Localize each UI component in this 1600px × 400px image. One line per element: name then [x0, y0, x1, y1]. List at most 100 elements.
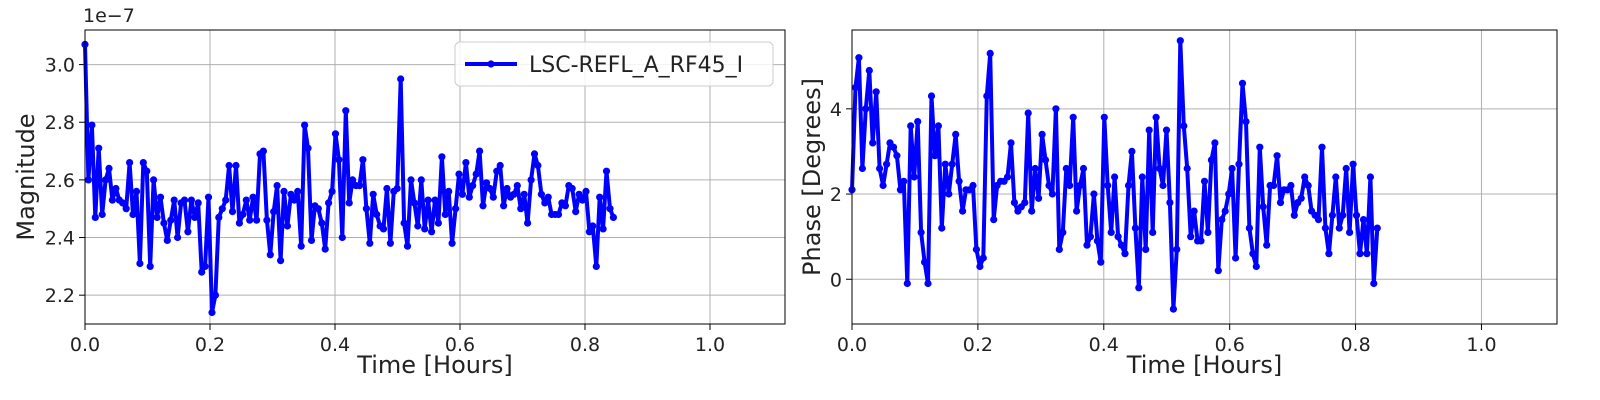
data-point	[198, 268, 206, 276]
data-point	[582, 187, 590, 195]
data-point	[458, 190, 466, 198]
data-point	[931, 152, 939, 160]
data-point	[1149, 228, 1157, 236]
data-point	[1117, 241, 1126, 249]
data-point	[102, 176, 110, 184]
data-point	[1349, 160, 1357, 168]
data-point	[1238, 79, 1247, 87]
data-point	[84, 176, 92, 184]
x-tick-label: 0.6	[1215, 334, 1245, 356]
data-point	[373, 210, 381, 219]
data-point	[541, 199, 549, 207]
data-point	[403, 242, 412, 250]
magnitude-plot: 0.0 0.2 0.4 0.6 0.8 1.0 2.2 2.4 2.6 2.8 3.0 Time [H…	[12, 5, 786, 379]
data-point	[1235, 160, 1243, 168]
data-point	[572, 208, 580, 216]
data-point	[1111, 173, 1119, 181]
data-point	[934, 122, 943, 130]
data-point	[1314, 216, 1323, 224]
data-point	[129, 210, 137, 219]
data-point	[208, 308, 216, 317]
data-point	[126, 159, 134, 167]
data-point	[318, 219, 326, 227]
data-point	[1228, 164, 1236, 173]
data-point	[1339, 211, 1347, 219]
data-point	[955, 177, 963, 185]
data-point	[1031, 164, 1039, 173]
data-point	[493, 167, 501, 175]
data-point	[855, 54, 863, 62]
data-point	[1048, 190, 1056, 198]
data-point	[170, 196, 178, 204]
data-point	[1180, 122, 1188, 130]
data-point	[893, 152, 901, 160]
data-point	[431, 196, 439, 204]
data-point	[862, 105, 870, 113]
legend: LSC-REFL_A_RF45_I	[454, 41, 774, 87]
data-point	[297, 242, 305, 250]
data-point	[366, 239, 374, 247]
data-point	[858, 164, 867, 173]
data-point	[222, 196, 230, 204]
data-point	[520, 190, 528, 198]
data-point	[270, 208, 278, 216]
data-point	[1359, 216, 1368, 224]
data-point	[1342, 164, 1350, 173]
data-point	[180, 196, 189, 204]
data-point	[187, 196, 195, 204]
y-tick-label: 0	[830, 269, 842, 291]
data-point	[383, 184, 391, 193]
data-point	[575, 190, 583, 198]
data-point	[482, 179, 491, 187]
data-point	[865, 66, 873, 75]
y-tick-label: 2.6	[45, 170, 75, 192]
data-point	[325, 199, 333, 207]
data-point	[941, 160, 949, 168]
data-point	[1207, 156, 1215, 164]
plot-frame	[84, 29, 786, 325]
data-point	[527, 176, 535, 184]
data-point	[139, 159, 147, 167]
data-point	[1363, 250, 1371, 258]
data-point	[1318, 143, 1326, 151]
data-point	[903, 279, 911, 288]
data-point	[1052, 105, 1060, 113]
data-point	[948, 160, 956, 168]
data-point	[1211, 139, 1219, 147]
data-point	[1152, 113, 1160, 121]
data-point	[1328, 211, 1336, 219]
data-point	[160, 219, 168, 227]
data-point	[476, 147, 484, 155]
data-point	[1145, 126, 1153, 134]
data-point	[537, 190, 546, 198]
data-point	[606, 205, 614, 213]
data-point	[283, 222, 291, 230]
data-point	[369, 190, 377, 198]
data-point	[1021, 199, 1029, 207]
data-point	[263, 216, 271, 224]
data-point	[407, 176, 415, 184]
data-point	[417, 176, 425, 184]
data-point	[465, 193, 473, 201]
data-point	[486, 184, 494, 193]
data-point	[1221, 207, 1229, 215]
data-point	[1100, 113, 1108, 121]
data-point	[1121, 250, 1129, 258]
data-point	[1104, 181, 1112, 190]
data-point	[441, 210, 449, 219]
x-axis-label: Time [Hours]	[356, 351, 512, 379]
data-point	[1041, 156, 1050, 164]
data-point	[273, 182, 281, 190]
x-tick-label: 0.2	[195, 334, 225, 356]
data-point	[883, 160, 891, 168]
data-point	[1232, 254, 1240, 262]
data-point	[1003, 173, 1012, 181]
data-point	[331, 130, 340, 138]
y-tick-label: 2.2	[45, 285, 75, 307]
data-point	[596, 193, 604, 201]
data-point	[211, 291, 219, 299]
data-point	[277, 257, 285, 265]
data-point	[448, 239, 456, 247]
x-tick-label: 0.8	[1340, 334, 1370, 356]
data-point	[561, 202, 570, 210]
